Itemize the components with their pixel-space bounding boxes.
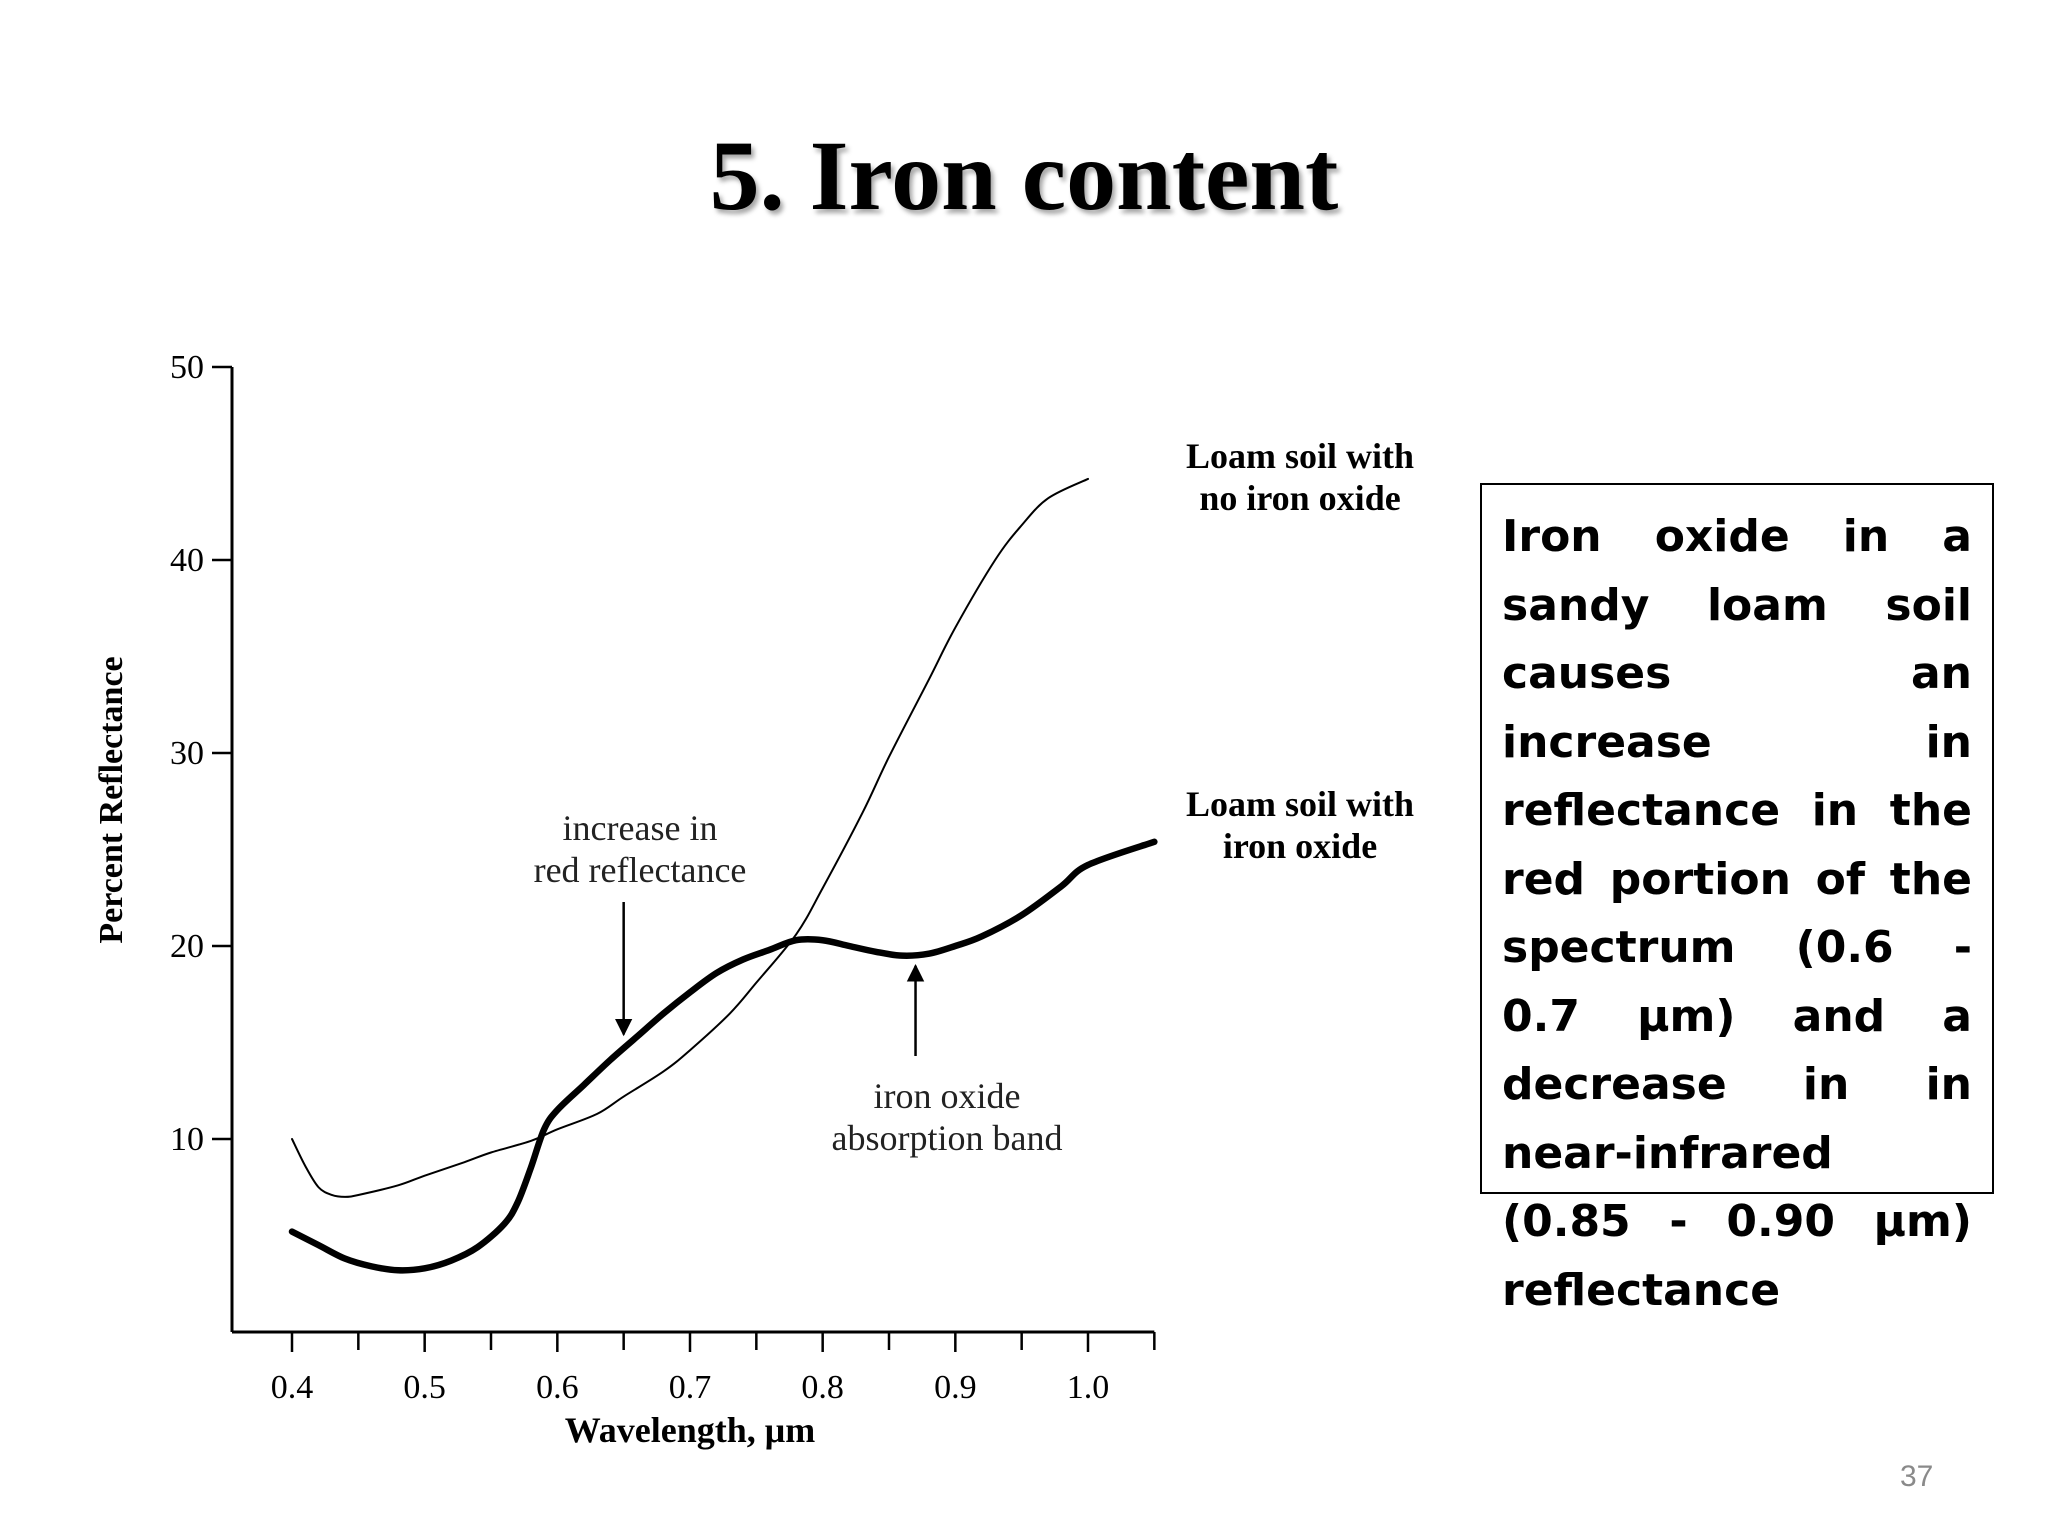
series-label-line: iron oxide [1223,826,1377,866]
y-tick-label: 30 [170,735,204,772]
series-label: Loam soil with no iron oxide [1186,436,1414,518]
page-number: 37 [1900,1460,1934,1493]
x-tick-label: 0.7 [669,1369,712,1406]
annotation-line: increase in [563,808,718,848]
annotation-line: red reflectance [534,850,747,890]
y-tick-label: 40 [170,542,204,579]
x-tick-label: 0.9 [934,1369,977,1406]
x-tick-label: 1.0 [1067,1369,1110,1406]
series-lines [288,477,1158,1274]
x-tick-label: 0.5 [403,1369,446,1406]
series-label-line: no iron oxide [1199,478,1400,518]
note-text: Iron oxide in a sandy loam soil causes a… [1502,511,1972,1316]
series-label-line: Loam soil with [1186,784,1414,824]
y-tick-label: 10 [170,1121,204,1158]
annotation-line: absorption band [832,1118,1063,1158]
annotation-line: iron oxide [874,1076,1021,1116]
series-line [288,838,1158,1274]
annotation-text: increase in red reflectance [534,808,747,890]
annotation-text: iron oxide absorption band [832,1076,1063,1158]
series-line [291,477,1089,1198]
y-tick-label: 20 [170,928,204,965]
y-tick-label: 50 [170,349,204,386]
x-tick-label: 0.6 [536,1369,579,1406]
y-axis-label: Percent Reflectance [93,656,130,943]
series-label: Loam soil with iron oxide [1186,784,1414,866]
series-label-line: Loam soil with [1186,436,1414,476]
x-tick-label: 0.8 [801,1369,844,1406]
axes: 10 20 30 40 50 0.4 0.5 0.6 0.7 0.8 0.9 1.0 [170,349,1156,1406]
annotations: increase in red reflectance iron oxide abso… [534,808,1063,1158]
slide-title: 5. Iron content [709,120,1339,231]
x-tick-label: 0.4 [271,1369,314,1406]
note-box: Iron oxide in a sandy loam soil causes a… [1480,483,1994,1316]
x-axis-label: Wavelength, μm [565,1410,815,1450]
